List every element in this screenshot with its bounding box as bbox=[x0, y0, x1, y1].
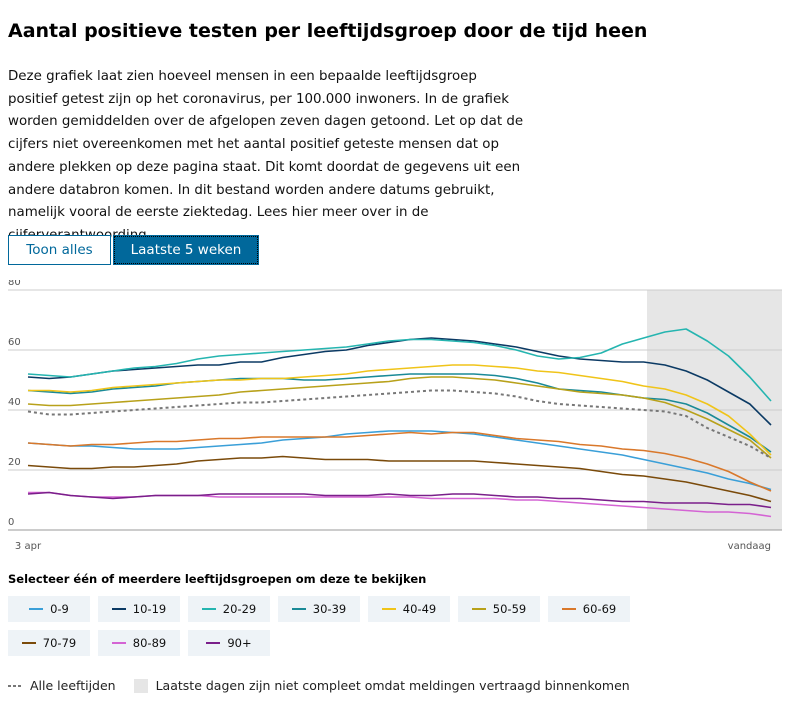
legend-button[interactable]: 80-89 bbox=[98, 630, 180, 656]
series-line bbox=[27, 389, 772, 459]
y-tick-label: 0 bbox=[8, 517, 14, 528]
legend-label: 40-49 bbox=[402, 602, 437, 616]
legend-swatch bbox=[21, 642, 36, 644]
legend-label: 20-29 bbox=[222, 602, 257, 616]
legend-swatch bbox=[111, 608, 126, 610]
legend-swatch bbox=[201, 608, 216, 610]
x-tick-label: vandaag bbox=[728, 541, 771, 552]
series-line bbox=[27, 455, 772, 503]
y-tick-label: 80 bbox=[8, 280, 21, 288]
toggle-button[interactable]: Laatste 5 weken bbox=[113, 235, 259, 265]
series-line bbox=[28, 364, 772, 456]
legend-button[interactable]: 70-79 bbox=[8, 630, 90, 656]
series-line bbox=[27, 328, 772, 402]
toggle-button[interactable]: Toon alles bbox=[8, 235, 111, 265]
legend-button[interactable]: 90+ bbox=[188, 630, 270, 656]
legend-button[interactable]: 30-39 bbox=[278, 596, 360, 622]
shade-note: Laatste dagen zijn niet compleet omdat m… bbox=[155, 678, 630, 693]
series-line bbox=[27, 376, 772, 459]
description: Deze grafiek laat zien hoeveel mensen in… bbox=[8, 69, 524, 243]
legend-label: 50-59 bbox=[492, 602, 527, 616]
y-tick-label: 20 bbox=[8, 457, 21, 468]
series-line bbox=[27, 430, 772, 491]
legend-swatch bbox=[8, 684, 22, 687]
shade-swatch bbox=[133, 678, 148, 693]
legend-swatch bbox=[206, 642, 221, 644]
legend-swatch bbox=[111, 642, 126, 644]
legend-swatch bbox=[29, 608, 44, 610]
y-tick-label: 40 bbox=[8, 397, 21, 408]
legend-item: Alle leeftijden bbox=[8, 678, 116, 693]
legend-button[interactable]: 0-9 bbox=[8, 596, 90, 622]
legend-button[interactable]: 40-49 bbox=[368, 596, 450, 622]
x-tick-label: 3 apr bbox=[15, 541, 42, 552]
legend-button[interactable]: 60-69 bbox=[548, 596, 630, 622]
legend-swatch bbox=[291, 608, 306, 610]
legend-swatch bbox=[381, 608, 396, 610]
legend-label: 10-19 bbox=[132, 602, 167, 616]
legend-label: 90+ bbox=[227, 636, 252, 650]
legend: 0-9 10-19 20-29 30-39 40-49 50-59 60-69 70-79 80… bbox=[8, 596, 718, 656]
legend-label: 80-89 bbox=[132, 636, 167, 650]
y-tick-label: 60 bbox=[8, 337, 21, 348]
legend-button[interactable]: 50-59 bbox=[458, 596, 540, 622]
legend-swatch bbox=[561, 608, 576, 610]
legend-swatch bbox=[471, 608, 486, 610]
legend-label: 30-39 bbox=[312, 602, 347, 616]
page-title: Aantal positieve testen per leeftijdsgro… bbox=[8, 20, 648, 42]
chart: 0 20 40 60 80 3 apr vandaag bbox=[8, 280, 782, 552]
legend-button[interactable]: 10-19 bbox=[98, 596, 180, 622]
series-line bbox=[27, 491, 772, 509]
legend-label: Alle leeftijden bbox=[30, 678, 116, 693]
legend-label: 60-69 bbox=[582, 602, 617, 616]
footer-legend: Alle leeftijden Laatste dagen zijn niet c… bbox=[8, 678, 630, 693]
legend-title: Selecteer één of meerdere leeftijdsgroep… bbox=[8, 572, 427, 586]
legend-button[interactable]: 20-29 bbox=[188, 596, 270, 622]
series-line bbox=[27, 431, 772, 492]
legend-label: 0-9 bbox=[50, 602, 69, 616]
legend-label: 70-79 bbox=[42, 636, 77, 650]
